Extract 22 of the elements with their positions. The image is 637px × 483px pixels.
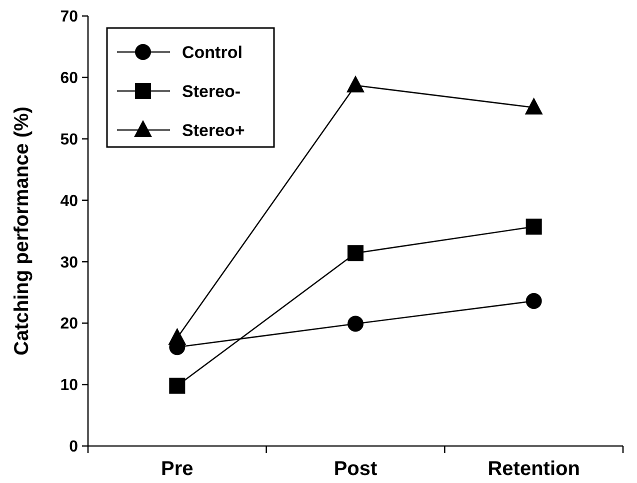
point: [526, 293, 542, 310]
x-tick-label: Retention: [488, 458, 580, 480]
legend-label: Stereo+: [182, 120, 245, 140]
point: [348, 245, 364, 262]
legend-label: Control: [182, 42, 242, 62]
y-tick-label: 0: [69, 438, 78, 456]
y-tick-label: 50: [60, 131, 78, 148]
legend-label: Stereo-: [182, 82, 241, 101]
y-tick-label: 60: [60, 70, 78, 88]
point: [348, 316, 364, 332]
y-tick-label: 30: [60, 254, 78, 272]
x-tick-label: Pre: [161, 458, 194, 480]
x-tick-label: Post: [334, 458, 378, 480]
point: [169, 378, 186, 394]
y-axis-title: Catching performance (%): [11, 106, 33, 356]
point: [346, 75, 364, 92]
point: [526, 218, 542, 235]
y-tick-label: 40: [60, 192, 78, 210]
y-tick-label: 20: [60, 316, 78, 333]
y-tick-label: 70: [60, 8, 78, 26]
point: [524, 98, 543, 115]
y-tick-label: 10: [60, 377, 78, 394]
